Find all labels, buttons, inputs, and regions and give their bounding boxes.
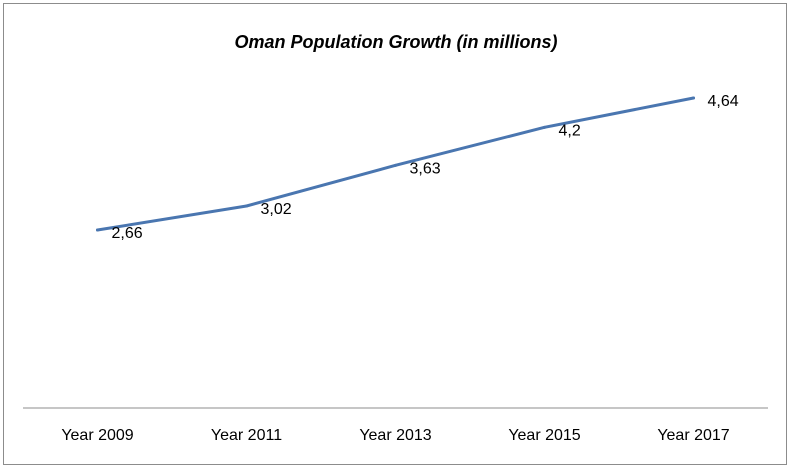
data-point (692, 96, 695, 100)
series-layer (96, 96, 695, 232)
data-label: 2,66 (112, 225, 143, 242)
x-tick-label: Year 2009 (61, 427, 133, 444)
data-point (245, 204, 248, 208)
data-point (96, 228, 99, 232)
data-label: 3,02 (261, 201, 292, 218)
data-labels: 2,66 3,02 3,63 4,2 4,64 (112, 93, 739, 242)
data-label: 4,2 (559, 122, 581, 139)
data-label: 3,63 (410, 160, 441, 177)
chart-frame (3, 3, 787, 465)
chart-title: Oman Population Growth (in millions) (235, 32, 558, 52)
data-label: 4,64 (708, 93, 739, 110)
x-tick-label: Year 2011 (211, 427, 282, 444)
data-point (394, 163, 397, 167)
x-tick-label: Year 2017 (657, 427, 729, 444)
x-tick-label: Year 2013 (359, 427, 431, 444)
x-tick-labels: Year 2009 Year 2011 Year 2013 Year 2015 Year… (61, 427, 729, 444)
x-tick-label: Year 2015 (508, 427, 580, 444)
data-point (543, 125, 546, 129)
